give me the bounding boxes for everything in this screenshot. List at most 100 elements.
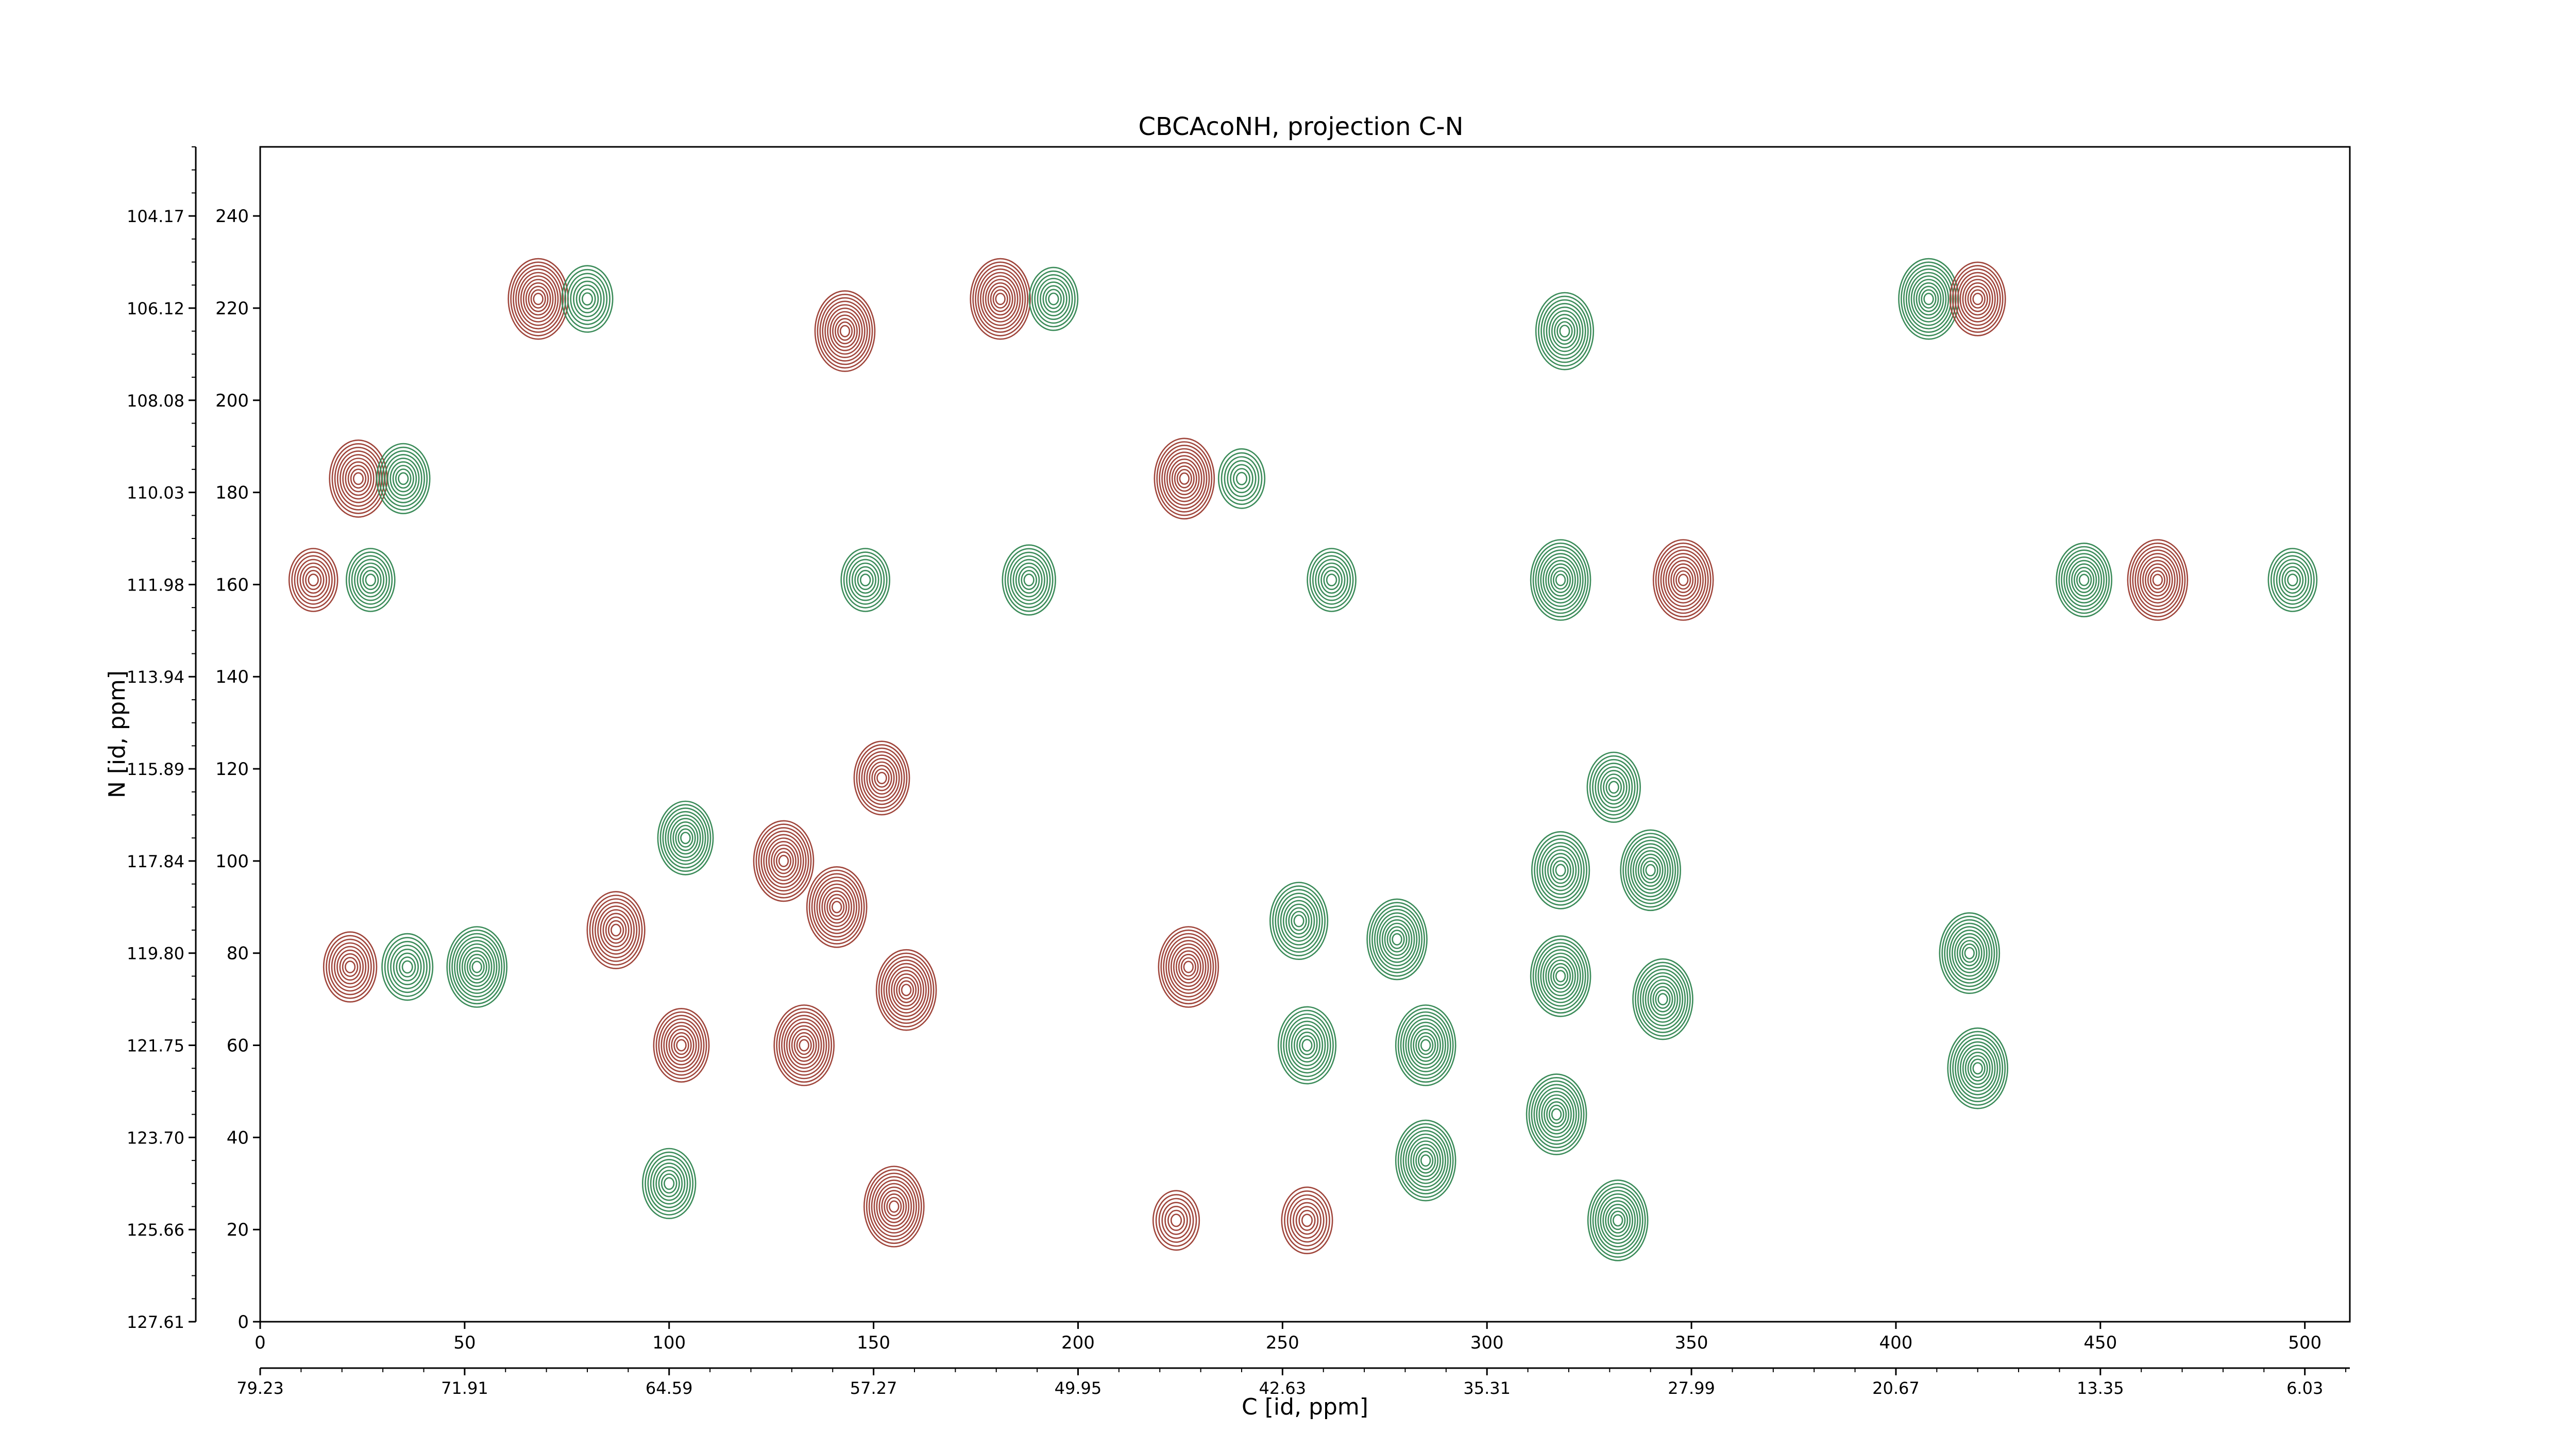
contour-ring xyxy=(1536,1087,1577,1141)
contour-ring xyxy=(345,548,396,612)
contour-ring xyxy=(1602,1200,1633,1241)
contour-ring xyxy=(1592,1186,1643,1255)
peak-negative xyxy=(1277,1006,1337,1085)
contour-ring xyxy=(1552,860,1569,881)
contour-ring xyxy=(1607,1207,1629,1234)
contour-ring xyxy=(843,551,888,609)
contour-ring xyxy=(760,830,807,891)
contour-ring xyxy=(650,1159,688,1208)
y-index-tick-label: 240 xyxy=(215,206,249,227)
contour-ring xyxy=(863,754,900,802)
contour-ring xyxy=(1941,916,1998,991)
contour-ring xyxy=(977,268,1024,330)
contour-ring xyxy=(1531,1080,1582,1149)
contour-ring xyxy=(533,293,544,306)
contour-ring xyxy=(1371,905,1423,973)
peak-negative xyxy=(1620,829,1681,912)
contour-ring xyxy=(2076,570,2092,590)
contour-ring xyxy=(507,258,569,340)
peak-negative xyxy=(1530,935,1591,1017)
contour-ring xyxy=(985,279,1016,319)
contour-ring xyxy=(393,949,422,986)
y-index-tick-label: 180 xyxy=(215,483,249,503)
contour-ring xyxy=(987,282,1013,316)
contour-ring xyxy=(1418,1035,1434,1055)
contour-ring xyxy=(1559,325,1570,338)
contour-ring xyxy=(1544,1098,1570,1131)
contour-ring xyxy=(1015,562,1043,598)
contour-ring xyxy=(861,751,903,805)
contour-ring xyxy=(513,265,564,333)
x-index-tick-label: 50 xyxy=(453,1333,476,1353)
contour-ring xyxy=(1905,268,1952,330)
contour-ring xyxy=(1950,1031,2006,1106)
contour-ring xyxy=(579,288,596,310)
peak-positive xyxy=(773,1004,835,1086)
contour-ring xyxy=(1048,292,1059,306)
contour-ring xyxy=(869,761,895,795)
contour-ring xyxy=(972,261,1029,336)
contour-ring xyxy=(1532,542,1589,618)
x-index-tick-label: 200 xyxy=(1061,1333,1095,1353)
contour-ring xyxy=(1610,1210,1626,1231)
contour-ring xyxy=(384,937,431,997)
y-ppm-tick-label: 110.03 xyxy=(127,483,184,503)
y-ppm-tick-label: 104.17 xyxy=(127,207,184,226)
contour-ring xyxy=(1028,266,1079,331)
contour-ring xyxy=(791,1029,817,1062)
contour-ring xyxy=(1420,1039,1431,1052)
contour-ring xyxy=(1152,1190,1200,1251)
contour-ring xyxy=(1154,437,1215,520)
contour-ring xyxy=(778,854,789,867)
contour-ring xyxy=(2147,567,2168,594)
contour-ring xyxy=(647,1155,691,1212)
contour-ring xyxy=(1528,1077,1585,1152)
contour-ring xyxy=(1178,954,1199,981)
contour-ring xyxy=(849,559,882,601)
contour-ring xyxy=(1959,1044,1996,1092)
contour-ring xyxy=(396,952,419,982)
contour-ring xyxy=(888,966,924,1014)
contour-ring xyxy=(1645,975,1681,1023)
contour-ring xyxy=(1010,555,1048,605)
contour-ring xyxy=(1543,556,1579,604)
contour-ring xyxy=(1293,914,1304,928)
peak-negative xyxy=(1587,1180,1649,1261)
contour-ring xyxy=(2061,549,2108,611)
contour-ring xyxy=(1317,562,1346,598)
contour-ring xyxy=(883,959,929,1021)
contour-ring xyxy=(1551,314,1579,349)
contour-ring xyxy=(591,898,640,962)
contour-ring xyxy=(1173,947,1204,987)
contour-ring xyxy=(2056,543,2112,618)
contour-ring xyxy=(851,562,879,598)
contour-ring xyxy=(1540,299,1589,363)
peak-positive xyxy=(323,931,378,1003)
contour-ring xyxy=(1166,455,1202,502)
contour-ring xyxy=(1045,289,1062,309)
contour-ring xyxy=(868,1172,920,1241)
contour-ring xyxy=(1170,1214,1182,1227)
x-ppm-tick-label: 49.95 xyxy=(1055,1378,1102,1398)
contour-ring xyxy=(1320,566,1343,594)
contour-ring xyxy=(1545,560,1576,600)
contour-ring xyxy=(1645,864,1656,877)
contour-ring xyxy=(1546,306,1584,356)
contour-ring xyxy=(1537,549,1584,611)
contour-ring xyxy=(589,895,643,966)
contour-ring xyxy=(2152,574,2163,586)
contour-ring xyxy=(829,897,845,917)
contour-ring xyxy=(1285,903,1313,938)
contour-ring xyxy=(1901,261,1957,336)
contour-ring xyxy=(1410,1025,1441,1066)
contour-ring xyxy=(658,1015,705,1076)
contour-ring xyxy=(884,1193,905,1220)
contour-ring xyxy=(1956,936,1982,970)
contour-ring xyxy=(1640,857,1661,884)
contour-ring xyxy=(889,1200,900,1213)
peak-negative xyxy=(1395,1004,1456,1086)
contour-ring xyxy=(1972,293,1983,306)
peak-positive xyxy=(1158,926,1219,1008)
contour-ring xyxy=(323,931,378,1003)
contour-ring xyxy=(1034,274,1073,324)
